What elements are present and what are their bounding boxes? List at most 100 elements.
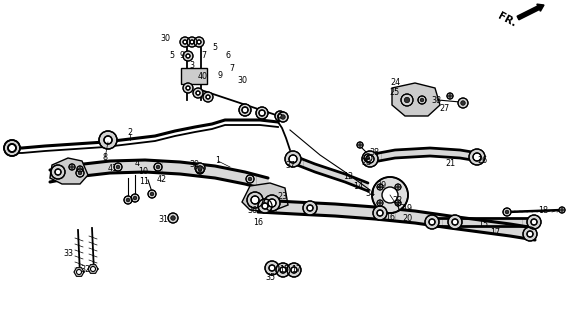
Circle shape <box>278 114 282 118</box>
Circle shape <box>198 166 202 170</box>
Text: 9: 9 <box>218 70 223 79</box>
FancyArrow shape <box>517 4 544 20</box>
Text: 35: 35 <box>265 274 275 283</box>
Circle shape <box>197 40 201 44</box>
Circle shape <box>268 199 276 207</box>
Text: 26: 26 <box>477 156 487 164</box>
Polygon shape <box>392 83 440 116</box>
Text: 6: 6 <box>226 51 230 60</box>
Circle shape <box>148 190 156 198</box>
Circle shape <box>531 219 537 225</box>
Text: 27: 27 <box>440 103 450 113</box>
Text: 21: 21 <box>445 158 455 167</box>
Circle shape <box>150 192 154 196</box>
Circle shape <box>372 177 408 213</box>
Text: 32: 32 <box>80 266 90 275</box>
Circle shape <box>452 219 458 225</box>
Text: 2: 2 <box>128 127 133 137</box>
Circle shape <box>358 144 361 146</box>
Circle shape <box>187 37 197 47</box>
Circle shape <box>77 166 83 172</box>
Polygon shape <box>74 268 84 276</box>
Circle shape <box>8 144 16 152</box>
Polygon shape <box>242 183 288 212</box>
Circle shape <box>461 101 465 105</box>
Text: 14: 14 <box>353 181 363 190</box>
Text: 24: 24 <box>390 77 400 86</box>
Text: 22: 22 <box>393 196 403 204</box>
Circle shape <box>258 199 272 213</box>
Circle shape <box>269 265 275 271</box>
Circle shape <box>362 151 378 167</box>
Circle shape <box>523 227 537 241</box>
Circle shape <box>377 200 383 206</box>
Circle shape <box>448 215 462 229</box>
Circle shape <box>425 215 439 229</box>
Circle shape <box>287 263 301 277</box>
Circle shape <box>262 203 268 209</box>
Circle shape <box>429 219 435 225</box>
Circle shape <box>76 169 84 177</box>
Circle shape <box>366 156 370 160</box>
Circle shape <box>196 91 200 95</box>
Text: 3: 3 <box>190 60 194 69</box>
Text: 38: 38 <box>431 95 441 105</box>
Circle shape <box>303 201 317 215</box>
Circle shape <box>183 40 187 44</box>
Circle shape <box>275 111 285 121</box>
Circle shape <box>289 155 297 163</box>
Text: 15: 15 <box>478 220 488 228</box>
Text: 8: 8 <box>103 153 107 162</box>
Circle shape <box>395 184 401 190</box>
Circle shape <box>242 107 248 113</box>
Circle shape <box>357 142 363 148</box>
Polygon shape <box>368 148 478 163</box>
Circle shape <box>382 187 398 203</box>
Circle shape <box>203 92 213 102</box>
Text: 12: 12 <box>343 172 353 180</box>
Text: 41: 41 <box>108 164 118 172</box>
Circle shape <box>55 169 61 175</box>
Circle shape <box>114 163 122 171</box>
Circle shape <box>79 168 81 170</box>
Text: 39: 39 <box>189 159 199 169</box>
Circle shape <box>194 37 204 47</box>
Text: 17: 17 <box>490 228 500 236</box>
Circle shape <box>256 107 268 119</box>
Circle shape <box>131 194 139 202</box>
Text: 10: 10 <box>138 166 148 175</box>
Text: 16: 16 <box>253 218 263 227</box>
Polygon shape <box>50 160 268 190</box>
Circle shape <box>377 184 383 190</box>
Circle shape <box>397 186 400 188</box>
Text: 38: 38 <box>369 148 379 156</box>
Circle shape <box>251 196 259 204</box>
Circle shape <box>239 104 251 116</box>
Circle shape <box>291 267 297 273</box>
Circle shape <box>503 208 511 216</box>
Text: 20: 20 <box>402 213 412 222</box>
Circle shape <box>559 207 565 213</box>
Text: 5: 5 <box>212 43 218 52</box>
Circle shape <box>307 205 313 211</box>
Circle shape <box>206 95 210 99</box>
Circle shape <box>280 267 286 273</box>
Circle shape <box>473 153 481 161</box>
Circle shape <box>447 93 453 99</box>
Text: 19: 19 <box>402 204 412 212</box>
Circle shape <box>183 51 193 61</box>
Circle shape <box>285 151 301 167</box>
Polygon shape <box>292 155 368 191</box>
Circle shape <box>133 196 137 200</box>
Circle shape <box>186 86 190 90</box>
Circle shape <box>395 200 401 206</box>
Polygon shape <box>50 158 88 184</box>
Circle shape <box>71 166 73 168</box>
Text: 36: 36 <box>247 205 257 214</box>
Text: 30: 30 <box>237 76 247 84</box>
Text: FR.: FR. <box>496 11 518 29</box>
Circle shape <box>247 192 263 208</box>
Circle shape <box>69 164 75 170</box>
Circle shape <box>248 177 252 181</box>
Circle shape <box>90 267 96 271</box>
